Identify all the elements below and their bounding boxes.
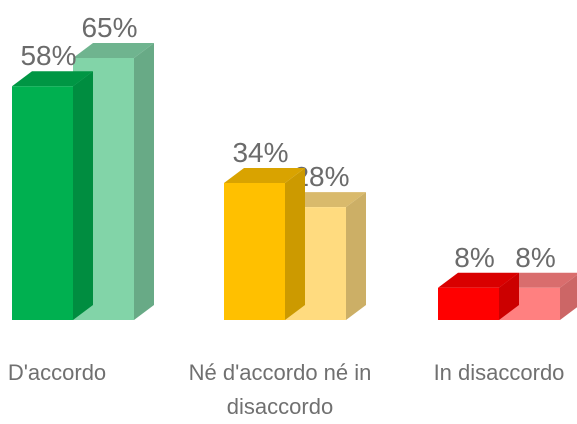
bar-top [73, 43, 154, 58]
bar-top [285, 192, 366, 208]
bar [438, 272, 519, 320]
category-label: In disaccordo [433, 360, 565, 385]
bar-top [438, 272, 519, 288]
bar-front [438, 287, 499, 320]
bar-front [12, 86, 73, 320]
bar-top [224, 167, 305, 183]
bar-side [134, 43, 154, 320]
category-label: D'accordo [7, 360, 107, 385]
category-label: Né d'accordo né in disaccordo [188, 360, 372, 419]
value-label: 65% [81, 12, 137, 43]
value-label: 58% [20, 40, 76, 71]
bar [224, 167, 305, 320]
bar-side [73, 71, 93, 320]
value-label: 8% [454, 242, 494, 273]
value-label: 8% [515, 242, 555, 273]
bar-top [12, 71, 93, 87]
bar-side [560, 275, 577, 320]
bar-side [346, 192, 366, 320]
bar-side [285, 167, 305, 320]
bar-front [224, 182, 285, 320]
value-label: 34% [232, 137, 288, 168]
bar [12, 71, 93, 320]
bar-side [499, 272, 519, 320]
